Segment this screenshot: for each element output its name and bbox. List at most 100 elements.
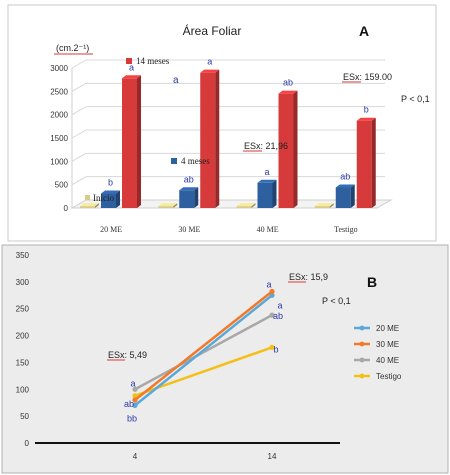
- bar-4-meses: [101, 193, 116, 208]
- significance-letter: ab: [283, 78, 293, 88]
- significance-letter: ab: [273, 311, 283, 321]
- bar-side-face: [350, 184, 355, 208]
- bar-side-face: [329, 203, 334, 208]
- bar-side-face: [272, 179, 277, 208]
- significance-letter: ab: [340, 171, 350, 181]
- bar-top-face: [122, 75, 141, 79]
- series-point: [132, 393, 138, 399]
- bar-top-face: [101, 190, 120, 194]
- y-tick-label: 2500: [50, 87, 68, 96]
- bar-side-face: [251, 203, 256, 208]
- series-point: [132, 397, 138, 403]
- bar-top-face: [80, 203, 99, 207]
- x-category-label: 30 ME: [178, 225, 200, 234]
- bar-4-meses: [335, 187, 351, 208]
- bar-14-meses: [200, 72, 216, 209]
- gridline-side: [71, 129, 87, 139]
- chart-b-legend: 20 ME 30 ME 40 ME Testigo: [354, 324, 402, 381]
- panel-label-a: A: [359, 23, 369, 39]
- y-tick-label: 300: [16, 278, 30, 287]
- gridline-side: [71, 152, 87, 162]
- significance-letter: b: [273, 344, 278, 354]
- bar-inicio: [314, 206, 330, 208]
- bar-4-meses: [179, 190, 195, 208]
- legend-marker: [359, 325, 365, 331]
- y-tick-label: 50: [20, 412, 29, 421]
- series-point: [269, 344, 275, 350]
- legend-marker: [359, 373, 365, 379]
- significance-letter: a: [266, 280, 271, 290]
- chart-a-y-ticks: 0 500 1000 1500 2000 2500 3000: [50, 64, 68, 213]
- legend-label: 20 ME: [376, 324, 399, 333]
- y-tick-label: 0: [25, 439, 30, 448]
- chart-b-y-ticks: 0 50 100 150 200 250 300 350: [16, 251, 30, 448]
- panel-label-b: B: [367, 274, 377, 290]
- chart-b-lines: [132, 288, 275, 408]
- series-line-20-me: [134, 294, 273, 407]
- bar-side-face: [116, 190, 120, 208]
- chart-a-categories: 20 ME 30 ME 40 ME Testigo: [100, 225, 357, 234]
- chart-a-pvalue: P < 0,1: [401, 94, 430, 104]
- series-line-40-me: [134, 314, 273, 391]
- series-point: [132, 386, 138, 392]
- legend-label: 30 ME: [376, 340, 399, 349]
- bar-inicio: [158, 206, 174, 208]
- bar-top-face: [356, 117, 376, 121]
- bar-side-face: [194, 187, 199, 208]
- gridline-side: [71, 106, 87, 116]
- y-tick-label: 1500: [50, 134, 68, 143]
- x-category-label: 20 ME: [100, 225, 122, 234]
- chart-a-title: Área Foliar: [183, 23, 242, 38]
- y-tick-label: 0: [64, 204, 69, 213]
- significance-letter: b: [108, 178, 113, 188]
- bar-top-face: [335, 184, 355, 188]
- gridline-side: [71, 82, 87, 92]
- legend-marker: [359, 341, 365, 347]
- y-tick-label: 150: [16, 358, 30, 367]
- bar-side-face: [215, 69, 220, 209]
- x-tick-label: 14: [268, 452, 277, 461]
- y-tick-label: 1000: [50, 157, 68, 166]
- legend-4-meses-label: 4 meses: [181, 156, 210, 166]
- series-point: [269, 312, 275, 318]
- x-tick-label: 4: [133, 452, 138, 461]
- legend-marker: [359, 357, 365, 363]
- legend-inicio-swatch: [85, 195, 90, 200]
- bar-4-meses: [257, 182, 273, 208]
- y-tick-label: 3000: [50, 64, 68, 73]
- significance-letter: a: [277, 300, 282, 310]
- significance-letter: bb: [127, 413, 137, 423]
- chart-b-x-ticks: 4 14: [133, 452, 277, 461]
- bar-top-face: [278, 90, 298, 94]
- x-category-label: Testigo: [334, 225, 357, 234]
- chart-b-pvalue: P < 0,1: [322, 296, 351, 306]
- bar-chart-foliar-area: Área Foliar A (cm.2⁻¹) 0 500 1000 1500 2000 2…: [7, 4, 437, 242]
- bar-inicio: [80, 206, 95, 208]
- chart-a-letters: b a ab a a ab ab b: [108, 57, 369, 188]
- series-point: [269, 288, 275, 295]
- y-tick-label: 2000: [50, 111, 68, 120]
- chart-a-bars: [80, 69, 376, 209]
- x-category-label: 40 ME: [257, 225, 279, 234]
- bar-side-face: [293, 90, 298, 208]
- bar-top-face: [236, 203, 256, 207]
- significance-letter: b: [364, 105, 369, 115]
- series-point: [132, 402, 138, 408]
- esx-14-meses: ESx: 159.00: [343, 72, 392, 82]
- chart-a-floor: [70, 199, 393, 209]
- bar-top-face: [200, 69, 220, 73]
- extra-letter-a: a: [173, 75, 179, 86]
- y-tick-label: 500: [55, 181, 69, 190]
- gridline-side: [71, 59, 87, 69]
- bar-14-meses: [278, 93, 294, 208]
- legend-4-meses-swatch: [171, 158, 177, 164]
- significance-letter: a: [264, 167, 269, 177]
- legend-inicio-label: Inicio: [93, 193, 114, 203]
- bar-14-meses: [356, 120, 372, 208]
- y-tick-label: 250: [16, 305, 30, 314]
- esx-4-meses: ESx: 21,96: [244, 141, 288, 151]
- series-line-30-me: [134, 290, 273, 402]
- bar-inicio: [236, 206, 252, 208]
